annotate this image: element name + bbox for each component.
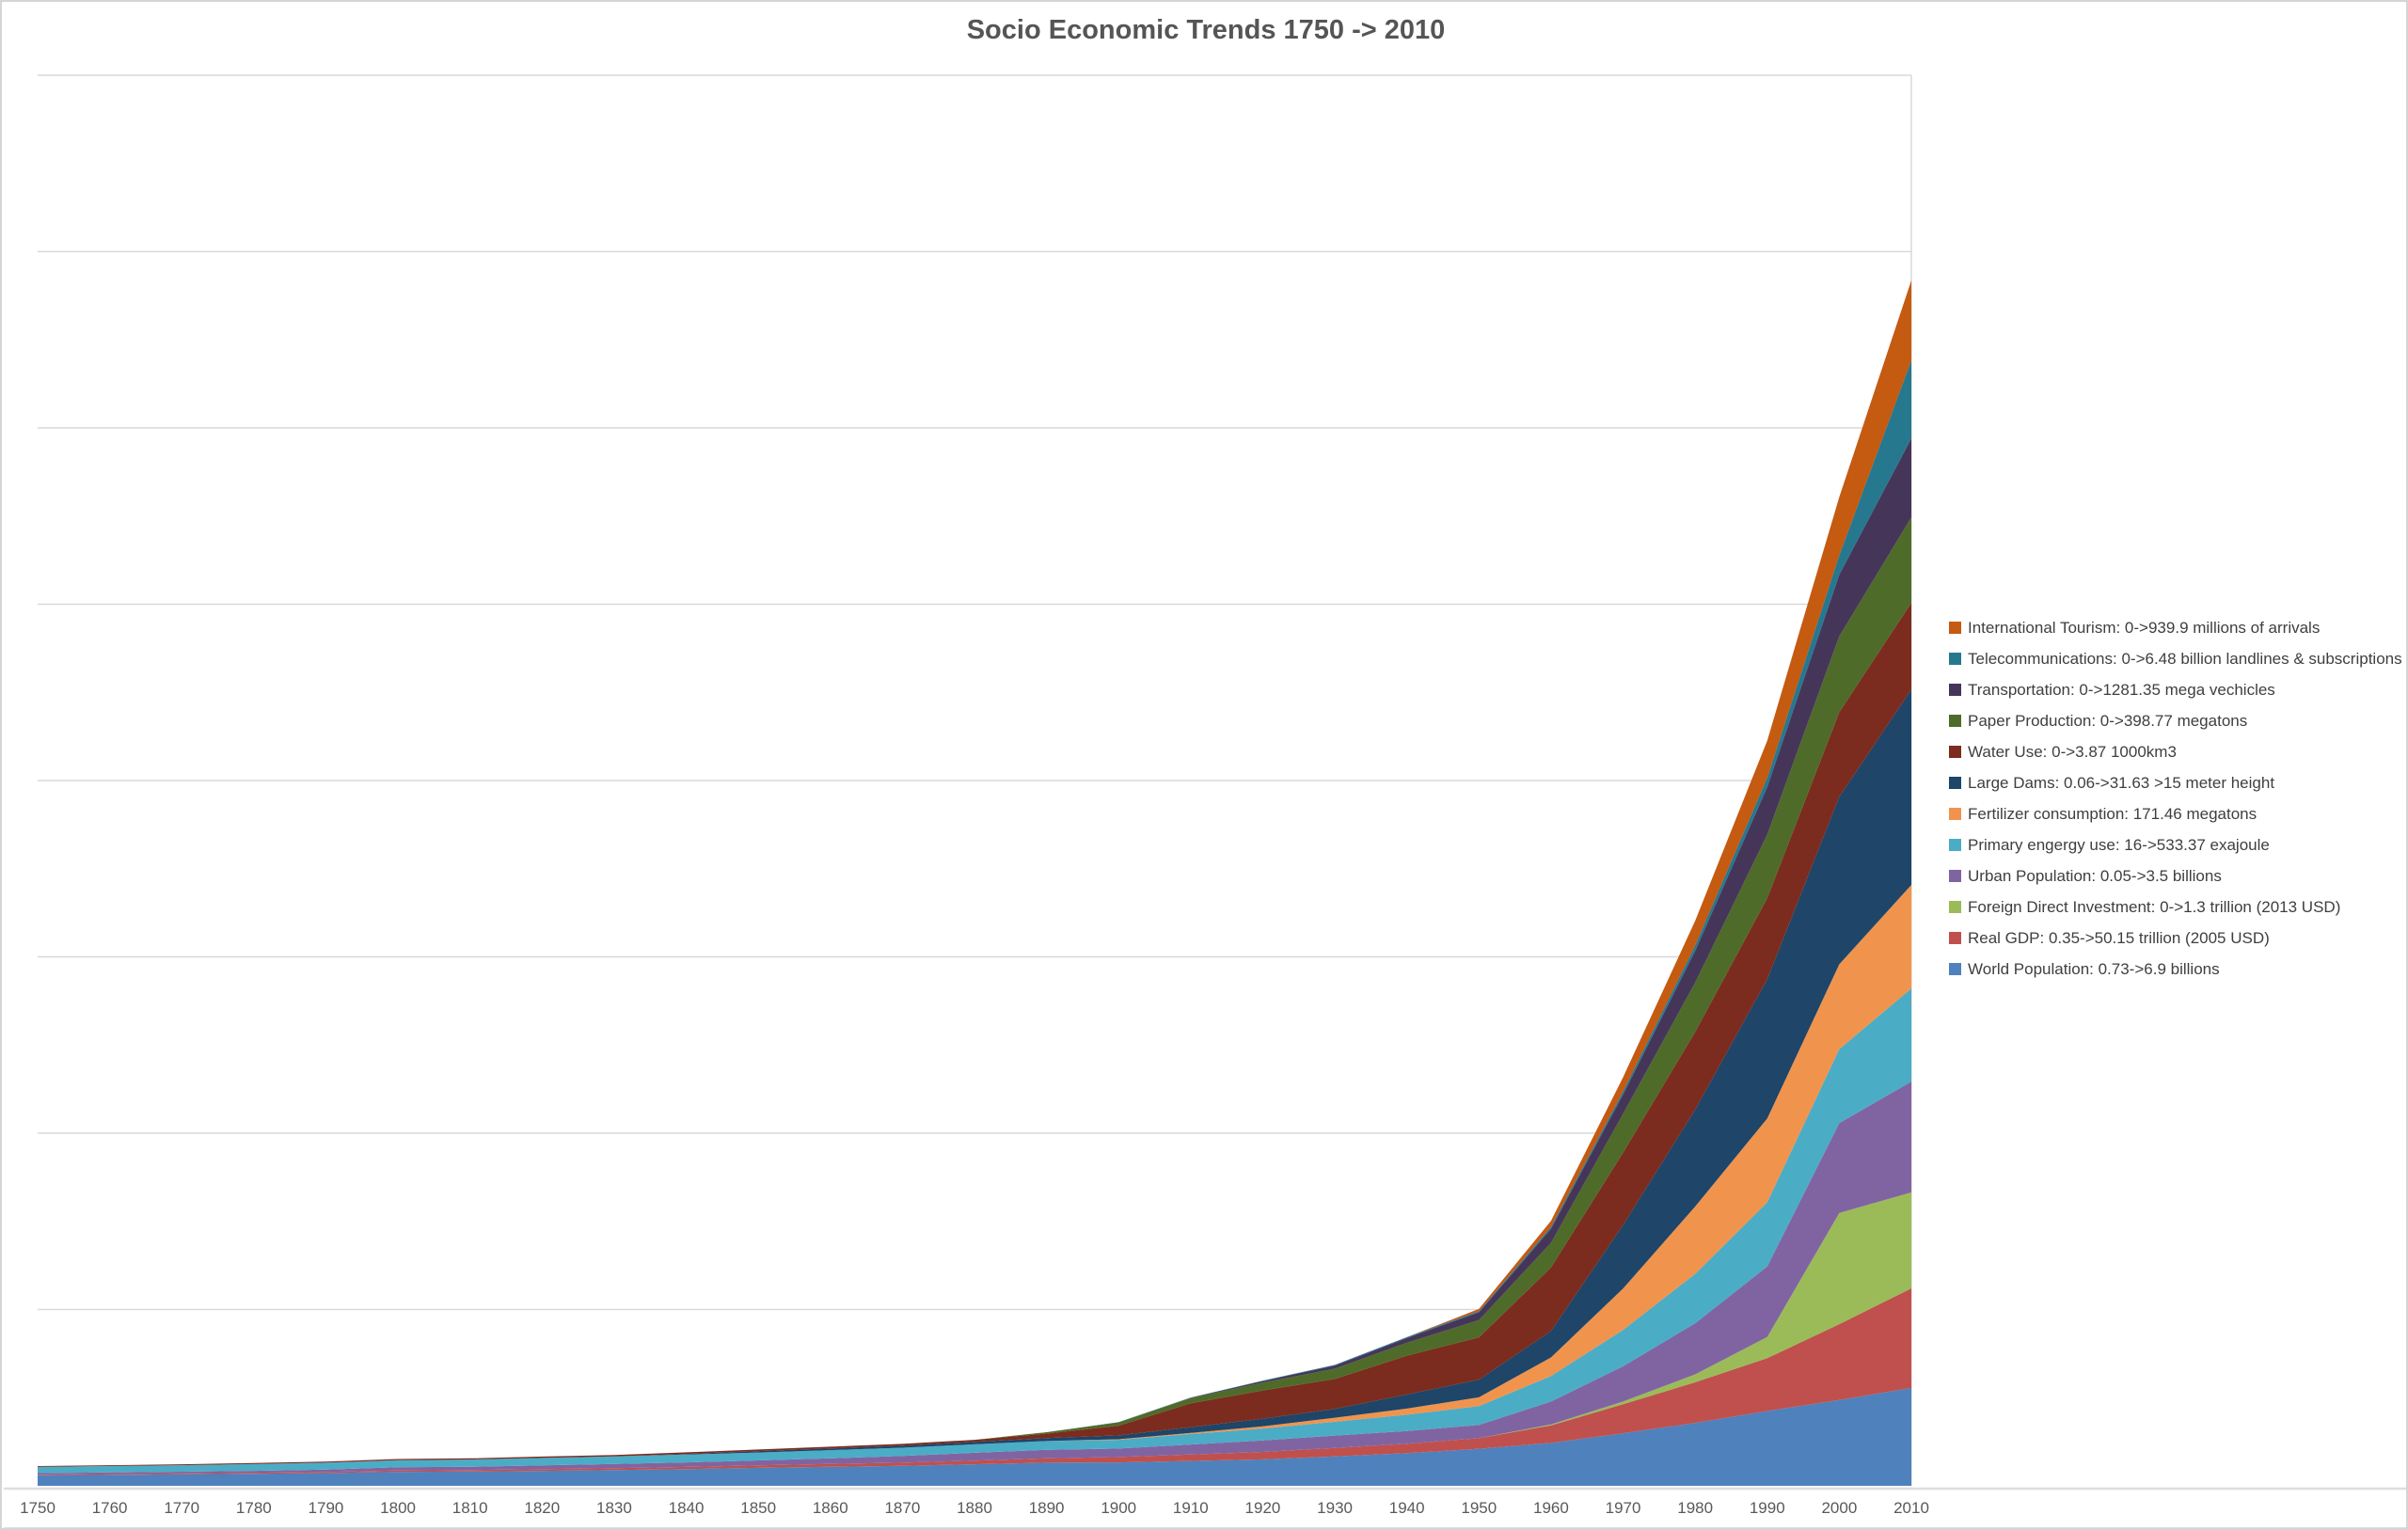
x-tick-label: 1770 [164, 1499, 199, 1517]
legend-item-label: International Tourism: 0->939.9 millions… [1968, 618, 2321, 637]
x-tick-label: 1870 [884, 1499, 920, 1517]
legend-item-label: Large Dams: 0.06->31.63 >15 meter height [1968, 773, 2275, 792]
x-tick-label: 1880 [957, 1499, 992, 1517]
x-tick-label: 1930 [1317, 1499, 1353, 1517]
legend-swatch-icon [1949, 839, 1961, 851]
legend-item-paper-production[interactable]: Paper Production: 0->398.77 megatons [1949, 705, 2406, 736]
x-tick-label: 2000 [1821, 1499, 1857, 1517]
legend-item-label: Fertilizer consumption: 171.46 megatons [1968, 804, 2258, 823]
legend-item-label: Urban Population: 0.05->3.5 billions [1968, 866, 2222, 885]
chart-title[interactable]: Socio Economic Trends 1750 -> 2010 [966, 15, 1446, 45]
legend-item-real-gdp[interactable]: Real GDP: 0.35->50.15 trillion (2005 USD… [1949, 923, 2406, 954]
legend-item-label: World Population: 0.73->6.9 billions [1968, 959, 2220, 978]
legend-item-large-dams[interactable]: Large Dams: 0.06->31.63 >15 meter height [1949, 767, 2406, 798]
x-tick-label: 1850 [740, 1499, 776, 1517]
legend-swatch-icon [1949, 684, 1961, 696]
legend-item-international-tourism[interactable]: International Tourism: 0->939.9 millions… [1949, 612, 2406, 643]
legend-item-telecommunications[interactable]: Telecommunications: 0->6.48 billion land… [1949, 643, 2406, 674]
x-tick-label: 1980 [1677, 1499, 1713, 1517]
legend-item-foreign-direct-investment[interactable]: Foreign Direct Investment: 0->1.3 trilli… [1949, 891, 2406, 923]
chart-legend: International Tourism: 0->939.9 millions… [1949, 612, 2406, 985]
x-tick-label: 1800 [380, 1499, 416, 1517]
legend-item-label: Paper Production: 0->398.77 megatons [1968, 711, 2248, 730]
legend-item-water-use[interactable]: Water Use: 0->3.87 1000km3 [1949, 736, 2406, 767]
x-tick-label: 1970 [1606, 1499, 1641, 1517]
legend-swatch-icon [1949, 870, 1961, 882]
legend-swatch-icon [1949, 808, 1961, 820]
x-tick-label: 1840 [669, 1499, 705, 1517]
legend-swatch-icon [1949, 653, 1961, 665]
x-tick-label: 1810 [452, 1499, 488, 1517]
x-tick-label: 1790 [309, 1499, 344, 1517]
legend-swatch-icon [1949, 777, 1961, 789]
x-tick-label: 1950 [1461, 1499, 1497, 1517]
legend-item-label: Foreign Direct Investment: 0->1.3 trilli… [1968, 897, 2341, 916]
legend-item-primary-energy-use[interactable]: Primary engergy use: 16->533.37 exajoule [1949, 829, 2406, 860]
x-tick-label: 1760 [92, 1499, 128, 1517]
x-tick-label: 1910 [1173, 1499, 1209, 1517]
x-tick-label: 1750 [20, 1499, 55, 1517]
legend-item-fertilizer-consumption[interactable]: Fertilizer consumption: 171.46 megatons [1949, 798, 2406, 829]
x-tick-label: 1990 [1750, 1499, 1785, 1517]
x-tick-label: 1940 [1389, 1499, 1425, 1517]
x-tick-label: 1830 [596, 1499, 632, 1517]
legend-item-world-population[interactable]: World Population: 0.73->6.9 billions [1949, 954, 2406, 985]
x-tick-label: 1900 [1101, 1499, 1136, 1517]
legend-swatch-icon [1949, 622, 1961, 634]
legend-item-label: Real GDP: 0.35->50.15 trillion (2005 USD… [1968, 928, 2270, 947]
legend-item-urban-population[interactable]: Urban Population: 0.05->3.5 billions [1949, 860, 2406, 891]
x-tick-label: 1890 [1029, 1499, 1065, 1517]
legend-swatch-icon [1949, 932, 1961, 944]
legend-item-label: Primary engergy use: 16->533.37 exajoule [1968, 835, 2270, 854]
legend-item-label: Transportation: 0->1281.35 mega vechicle… [1968, 680, 2275, 699]
legend-swatch-icon [1949, 963, 1961, 975]
x-tick-label: 1780 [236, 1499, 272, 1517]
legend-swatch-icon [1949, 746, 1961, 758]
x-tick-label: 2010 [1893, 1499, 1929, 1517]
x-tick-label: 1820 [524, 1499, 560, 1517]
legend-swatch-icon [1949, 715, 1961, 727]
legend-item-label: Telecommunications: 0->6.48 billion land… [1968, 649, 2402, 668]
x-tick-label: 1920 [1245, 1499, 1281, 1517]
x-tick-label: 1860 [813, 1499, 848, 1517]
legend-item-transportation[interactable]: Transportation: 0->1281.35 mega vechicle… [1949, 674, 2406, 705]
x-tick-label: 1960 [1533, 1499, 1569, 1517]
legend-swatch-icon [1949, 901, 1961, 913]
legend-item-label: Water Use: 0->3.87 1000km3 [1968, 742, 2177, 761]
area-world-population[interactable] [38, 1387, 1911, 1486]
